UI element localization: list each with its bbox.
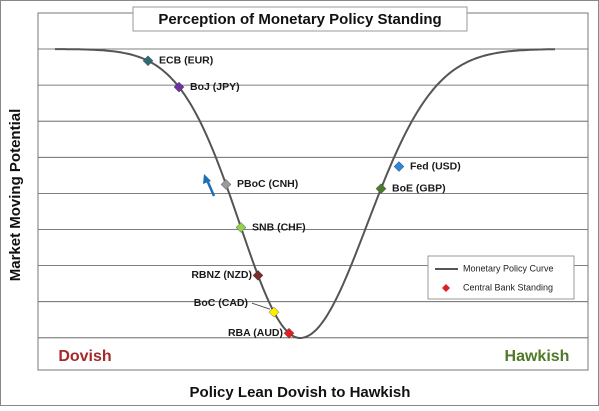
y-axis-label: Market Moving Potential bbox=[7, 109, 24, 282]
x-axis-label: Policy Lean Dovish to Hawkish bbox=[190, 384, 411, 401]
title: Perception of Monetary Policy Standing bbox=[158, 11, 441, 28]
bank-label: Fed (USD) bbox=[410, 160, 461, 172]
bank-marker bbox=[142, 55, 154, 67]
leader-line bbox=[251, 302, 271, 310]
bank-marker bbox=[220, 179, 232, 190]
arrow bbox=[203, 174, 216, 197]
bank-label: ECB (EUR) bbox=[159, 55, 213, 67]
bank-marker bbox=[252, 270, 264, 281]
grid bbox=[38, 48, 588, 339]
bank-marker bbox=[235, 222, 247, 233]
hawkish-label: Hawkish bbox=[505, 348, 570, 365]
bank-label: SNB (CHF) bbox=[252, 221, 306, 233]
bank-marker bbox=[393, 161, 405, 172]
legend-label: Central Bank Standing bbox=[463, 282, 553, 292]
policy-curve bbox=[55, 48, 555, 339]
bank-marker bbox=[173, 81, 185, 93]
bank-label: BoJ (JPY) bbox=[190, 81, 240, 93]
bank-label: RBNZ (NZD) bbox=[191, 269, 252, 281]
legend-label: Monetary Policy Curve bbox=[463, 263, 554, 273]
bank-label: PBoC (CNH) bbox=[237, 178, 298, 190]
bank-label: BoC (CAD) bbox=[194, 297, 248, 309]
title-box bbox=[132, 6, 468, 32]
points: ECB (EUR) BoJ (JPY) PBoC (CNH) SNB (CHF) RBN… bbox=[142, 55, 461, 339]
bank-label: RBA (AUD) bbox=[228, 327, 283, 339]
bank-marker bbox=[268, 306, 280, 318]
bank-label: BoE (GBP) bbox=[392, 182, 446, 194]
legend: Monetary Policy Curve Central Bank Stand… bbox=[427, 255, 575, 300]
bank-marker bbox=[375, 183, 387, 194]
bank-marker bbox=[283, 327, 295, 339]
dovish-label: Dovish bbox=[58, 348, 111, 365]
